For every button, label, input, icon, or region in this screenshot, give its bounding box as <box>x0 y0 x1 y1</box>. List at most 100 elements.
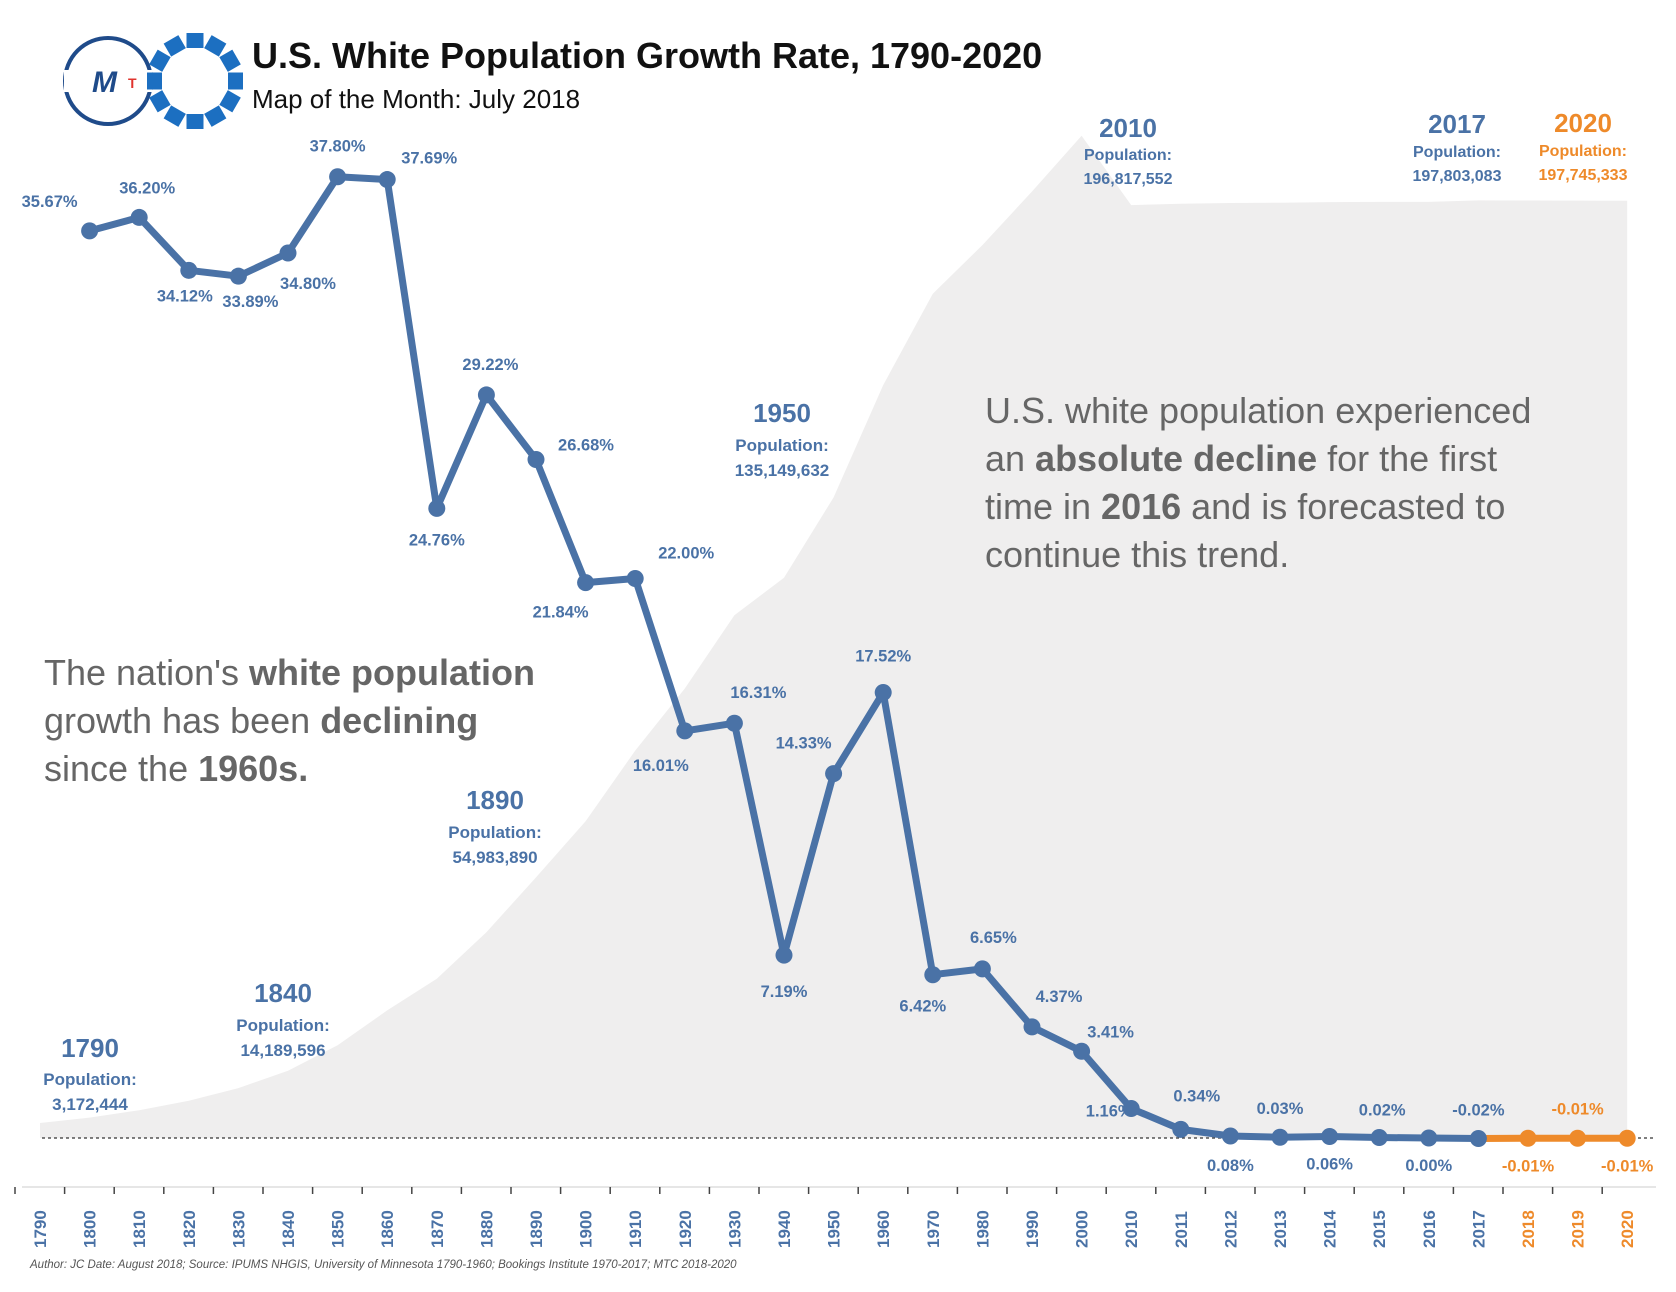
tick-label-2018: 2018 <box>1519 1210 1538 1248</box>
population-area <box>40 135 1628 1138</box>
data-label-1910: 22.00% <box>658 545 714 563</box>
gear-tooth-6 <box>204 105 227 127</box>
data-label-2010: 1.16% <box>1086 1103 1133 1121</box>
data-point-1810 <box>130 208 148 226</box>
data-label-1850: 37.80% <box>310 138 366 156</box>
data-point-2013 <box>1271 1128 1289 1146</box>
data-label-1970: 6.42% <box>899 998 946 1016</box>
left-annotation-line1: The nation's white population <box>44 652 535 693</box>
data-label-1960: 17.52% <box>855 647 911 665</box>
data-label-1990: 4.37% <box>1036 988 1083 1006</box>
chart-subtitle: Map of the Month: July 2018 <box>252 84 580 114</box>
callout-year-2020: 2020 <box>1554 108 1612 138</box>
callout-head-1950: Population: <box>735 436 828 455</box>
gear-tooth-10 <box>147 72 162 90</box>
callout-value-1840: 14,189,596 <box>240 1041 325 1060</box>
data-label-2015: 0.02% <box>1359 1101 1406 1119</box>
data-point-1800 <box>81 222 99 240</box>
right-annotation-line1: U.S. white population experienced <box>985 390 1531 431</box>
tick-label-2011: 2011 <box>1172 1211 1191 1248</box>
tick-label-1790: 1790 <box>31 1210 50 1248</box>
data-point-1840 <box>279 244 297 262</box>
right-annotation-line4: continue this trend. <box>985 534 1289 575</box>
callout-value-1890: 54,983,890 <box>452 848 537 867</box>
gear-tooth-5 <box>219 90 241 113</box>
data-point-2020 <box>1618 1129 1636 1147</box>
growth-rate-points <box>81 168 1636 1148</box>
data-label-1800: 35.67% <box>22 193 78 211</box>
data-point-1920 <box>676 722 694 740</box>
tick-label-1850: 1850 <box>329 1210 348 1248</box>
data-label-2020: -0.01% <box>1601 1157 1654 1175</box>
data-point-2010 <box>1122 1100 1140 1118</box>
data-point-2018 <box>1519 1129 1537 1147</box>
gear-tooth-1 <box>186 33 204 48</box>
data-label-1880: 29.22% <box>462 356 518 374</box>
left-annotation-line3: since the 1960s. <box>44 748 308 789</box>
data-point-2017 <box>1469 1130 1487 1148</box>
data-label-1890: 26.68% <box>558 437 614 455</box>
tick-label-1910: 1910 <box>626 1210 645 1248</box>
data-label-1940: 7.19% <box>761 983 808 1001</box>
right-annotation-line3: time in 2016 and is forecasted to <box>985 486 1505 527</box>
data-label-2016: 0.00% <box>1405 1157 1452 1175</box>
logo-band <box>64 70 152 92</box>
data-point-2014 <box>1321 1127 1339 1145</box>
data-point-1890 <box>527 451 545 469</box>
callout-value-1790: 3,172,444 <box>52 1095 128 1114</box>
gear-tooth-3 <box>219 49 241 72</box>
tick-label-1820: 1820 <box>180 1210 199 1248</box>
tick-label-2017: 2017 <box>1469 1210 1488 1248</box>
data-point-1940 <box>775 946 793 964</box>
x-axis-ticks: 1790 1800 1810 1820 1830 1840 1850 1860 1870 1880… <box>14 1187 1637 1248</box>
data-point-1980 <box>973 960 991 978</box>
data-point-1970 <box>924 966 942 984</box>
data-point-1990 <box>1023 1018 1041 1036</box>
population-callouts: 1790 Population: 3,172,444 1840 Population: 1… <box>43 108 1627 1114</box>
data-point-1830 <box>229 267 247 285</box>
tick-label-2012: 2012 <box>1221 1210 1240 1248</box>
data-label-2012: 0.08% <box>1207 1157 1254 1175</box>
tick-label-1880: 1880 <box>477 1210 496 1248</box>
tick-label-2010: 2010 <box>1122 1210 1141 1248</box>
data-point-2000 <box>1073 1042 1091 1060</box>
callout-year-1790: 1790 <box>61 1033 119 1063</box>
tick-label-2016: 2016 <box>1420 1210 1439 1248</box>
data-label-1820: 34.12% <box>157 287 213 305</box>
data-label-1930: 16.31% <box>730 684 786 702</box>
tick-label-1890: 1890 <box>527 1210 546 1248</box>
tick-label-2013: 2013 <box>1271 1210 1290 1248</box>
data-point-2019 <box>1569 1129 1587 1147</box>
callout-head-2020: Population: <box>1539 143 1627 160</box>
tick-label-1840: 1840 <box>279 1210 298 1248</box>
data-label-1920: 16.01% <box>633 757 689 775</box>
data-label-1830: 33.89% <box>222 293 278 311</box>
tick-label-1870: 1870 <box>428 1210 447 1248</box>
callout-head-2010: Population: <box>1084 147 1172 164</box>
tick-label-1830: 1830 <box>229 1210 248 1248</box>
tick-label-1950: 1950 <box>825 1210 844 1248</box>
data-point-1850 <box>329 168 347 186</box>
callout-value-2020: 197,745,333 <box>1539 167 1628 184</box>
callout-value-1950: 135,149,632 <box>735 461 830 480</box>
data-point-1910 <box>626 570 644 588</box>
tick-label-1900: 1900 <box>577 1210 596 1248</box>
tick-label-1860: 1860 <box>378 1210 397 1248</box>
data-point-1880 <box>477 386 495 404</box>
data-label-2018: -0.01% <box>1502 1157 1555 1175</box>
growth-rate-labels: 35.67% 36.20% 34.12% 33.89%34.80% 37.80% 37.6… <box>22 138 1654 1176</box>
tick-label-1960: 1960 <box>874 1210 893 1248</box>
data-label-2013: 0.03% <box>1257 1100 1304 1118</box>
gear-tooth-9 <box>149 90 171 113</box>
callout-head-1890: Population: <box>448 823 541 842</box>
tick-label-1920: 1920 <box>676 1210 695 1248</box>
callout-year-1950: 1950 <box>753 398 811 428</box>
tick-label-2019: 2019 <box>1569 1210 1588 1248</box>
tick-label-1810: 1810 <box>130 1210 149 1248</box>
data-point-2016 <box>1420 1129 1438 1147</box>
data-point-1870 <box>428 499 446 517</box>
gear-tooth-4 <box>228 72 243 90</box>
data-label-1860: 37.69% <box>401 150 457 168</box>
callout-head-2017: Population: <box>1413 144 1501 161</box>
